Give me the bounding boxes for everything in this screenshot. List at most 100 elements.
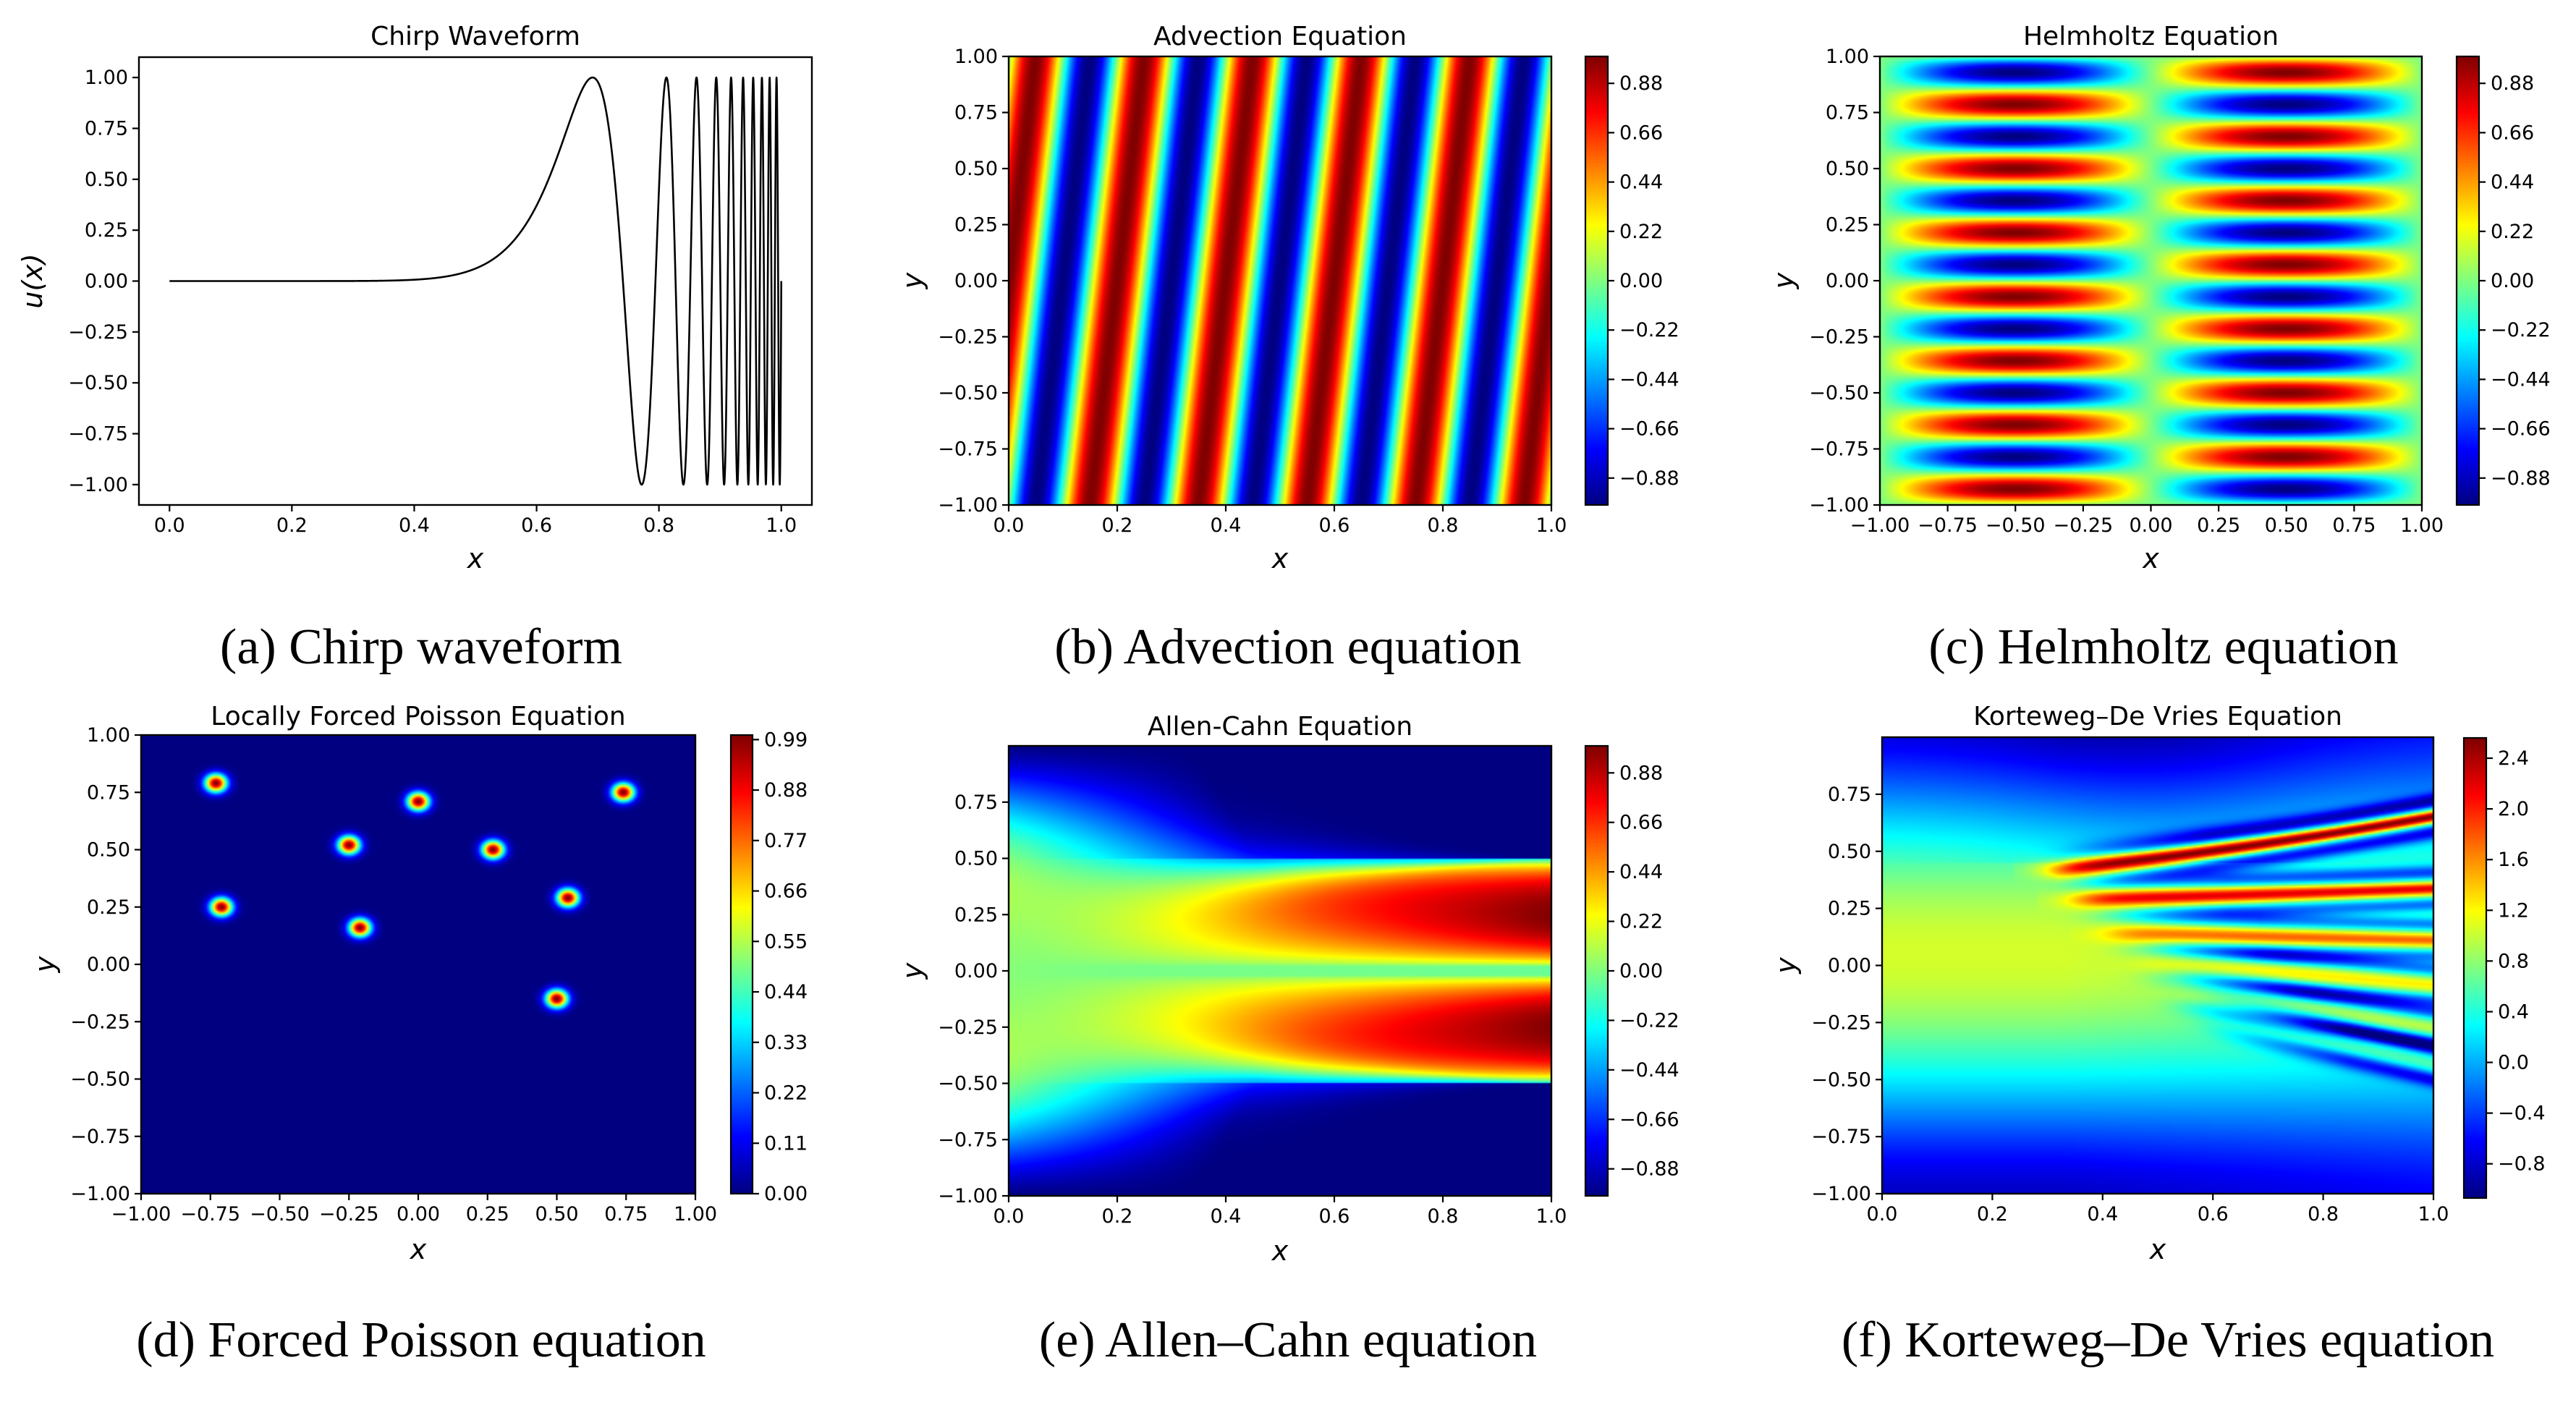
- y-tick-label: 0.75: [1828, 783, 1871, 806]
- x-tick-label: −0.75: [1918, 514, 1978, 537]
- caption-f: (f) Korteweg–De Vries equation: [1841, 1312, 2495, 1368]
- poisson-heatmap: [141, 735, 695, 1194]
- x-tick-label: 0.0: [993, 514, 1025, 537]
- y-tick-label: 0.75: [87, 781, 130, 804]
- poisson-colorbar-frame: [729, 734, 754, 1195]
- x-tick-label: 0.50: [535, 1203, 578, 1226]
- x-tick-label: 0.4: [2087, 1203, 2118, 1226]
- x-tick-label: 0.4: [399, 514, 430, 537]
- x-tick-label: 0.0: [993, 1205, 1025, 1228]
- y-tick-label: 1.00: [1826, 46, 1869, 68]
- kdv-title: Korteweg–De Vries Equation: [1973, 702, 2342, 731]
- helmholtz-panel: −1.00 −0.75 −0.50 −0.25 0.00 0.25 0.50 0.75 1.00…: [1768, 22, 2551, 574]
- y-tick-label: −0.50: [938, 382, 998, 404]
- x-tick-label: 0.2: [276, 514, 308, 537]
- colorbar-tick-label: 1.6: [2498, 849, 2529, 871]
- x-tick-label: −0.25: [319, 1203, 379, 1226]
- caption-e: (e) Allen–Cahn equation: [1038, 1312, 1538, 1368]
- helmholtz-colorbar-gradient: [2457, 56, 2479, 505]
- colorbar-tick-label: 0.99: [764, 729, 808, 751]
- x-tick-label: −0.50: [1986, 514, 2046, 537]
- colorbar-tick-label: −0.22: [2491, 319, 2551, 341]
- x-tick-label: 0.6: [1319, 514, 1350, 537]
- x-tick-label: 0.6: [521, 514, 552, 537]
- x-tick-label: 0.25: [466, 1203, 509, 1226]
- x-tick-label: 0.2: [1102, 514, 1133, 537]
- y-tick-label: −1.00: [1809, 494, 1869, 517]
- y-tick-label: 0.75: [85, 117, 128, 140]
- colorbar-tick-label: 0.55: [764, 930, 808, 953]
- helmholtz-axes-frame: [1878, 55, 2423, 506]
- colorbar-tick-label: −0.88: [2491, 467, 2551, 490]
- advection-axes-frame: [1007, 55, 1553, 506]
- allen_cahn-axes-frame: [1007, 744, 1553, 1197]
- colorbar-tick-label: 0.11: [764, 1132, 808, 1155]
- y-tick-label: −0.25: [70, 1011, 130, 1033]
- colorbar-tick-label: 0.88: [1619, 72, 1663, 95]
- advection-heatmap: [1009, 56, 1551, 505]
- colorbar-tick-label: 0.22: [2491, 221, 2534, 243]
- colorbar-tick-label: 0.00: [1619, 270, 1663, 292]
- kdv-heatmap: [1882, 737, 2433, 1194]
- caption-d: (d) Forced Poisson equation: [136, 1312, 706, 1368]
- allen_cahn-panel: 0.0 0.2 0.4 0.6 0.8 1.0 0.75 0.50 0.25 0.00 −0.25 −…: [897, 712, 1679, 1267]
- colorbar-tick-label: −0.88: [1619, 1158, 1679, 1181]
- colorbar-tick-label: 0.66: [1619, 122, 1663, 144]
- allen_cahn-title: Allen-Cahn Equation: [1148, 712, 1412, 742]
- x-tick-label: −0.25: [2054, 514, 2114, 537]
- y-tick-label: 1.00: [954, 46, 998, 68]
- helmholtz-title: Helmholtz Equation: [2023, 22, 2279, 51]
- colorbar-tick-label: 1.2: [2498, 899, 2529, 922]
- colorbar-tick-label: 0.44: [1619, 171, 1663, 194]
- x-tick-label: −0.50: [250, 1203, 310, 1226]
- poisson-panel: −1.00 −0.75 −0.50 −0.25 0.00 0.25 0.50 0.75 1.00…: [29, 702, 808, 1265]
- allen_cahn-colorbar-gradient: [1585, 746, 1608, 1196]
- helmholtz-ylabel: y: [1768, 272, 1800, 289]
- colorbar-tick-label: −0.4: [2498, 1103, 2546, 1125]
- colorbar-tick-label: 0.00: [1619, 960, 1663, 982]
- chirp-xlabel: x: [467, 543, 484, 574]
- y-tick-label: −1.00: [68, 474, 128, 496]
- y-tick-label: 0.50: [954, 158, 998, 180]
- y-tick-label: −0.75: [70, 1126, 130, 1148]
- x-tick-label: 1.0: [1536, 514, 1567, 537]
- y-tick-label: 1.00: [85, 67, 128, 89]
- advection-colorbar-gradient: [1585, 56, 1608, 505]
- x-tick-label: 1.00: [2400, 514, 2444, 537]
- x-tick-label: 0.0: [154, 514, 185, 537]
- x-tick-label: 0.6: [2198, 1203, 2229, 1226]
- y-tick-label: 0.00: [1828, 955, 1871, 977]
- y-tick-label: −0.25: [938, 1016, 998, 1039]
- y-tick-label: −0.25: [1809, 326, 1869, 349]
- colorbar-tick-label: 0.88: [1619, 762, 1663, 784]
- y-tick-label: 0.50: [954, 848, 998, 870]
- poisson-xlabel: x: [410, 1233, 427, 1265]
- x-tick-label: 0.0: [1867, 1203, 1898, 1226]
- colorbar-tick-label: −0.8: [2498, 1153, 2546, 1176]
- colorbar-tick-label: 0.00: [2491, 270, 2534, 292]
- colorbar-tick-label: −0.66: [1619, 418, 1679, 441]
- y-tick-label: 0.75: [954, 102, 998, 124]
- poisson-ylabel: y: [29, 956, 61, 973]
- x-tick-label: 1.0: [766, 514, 797, 537]
- y-tick-label: −0.50: [70, 1069, 130, 1091]
- allen_cahn-heatmap: [1009, 746, 1551, 1196]
- x-tick-label: −0.75: [180, 1203, 240, 1226]
- y-tick-label: −0.25: [1811, 1011, 1871, 1034]
- kdv-colorbar-frame: [2462, 736, 2488, 1199]
- y-tick-label: −0.50: [68, 372, 128, 394]
- caption-a: (a) Chirp waveform: [220, 619, 622, 675]
- x-tick-label: 0.4: [1211, 514, 1242, 537]
- y-tick-label: 0.25: [1828, 898, 1871, 920]
- x-tick-label: 0.75: [604, 1203, 648, 1226]
- x-tick-label: 0.8: [1428, 514, 1459, 537]
- y-tick-label: −0.75: [1811, 1126, 1871, 1148]
- x-tick-label: 0.2: [1102, 1205, 1133, 1228]
- y-tick-label: −0.75: [938, 438, 998, 461]
- chirp-panel: 0.0 0.2 0.4 0.6 0.8 1.0 1.00 0.75 0.50 0.25 0.00 −0…: [17, 22, 813, 574]
- x-tick-label: 0.2: [1977, 1203, 2008, 1226]
- colorbar-tick-label: 0.22: [764, 1082, 808, 1105]
- colorbar-tick-label: 0.66: [764, 880, 808, 903]
